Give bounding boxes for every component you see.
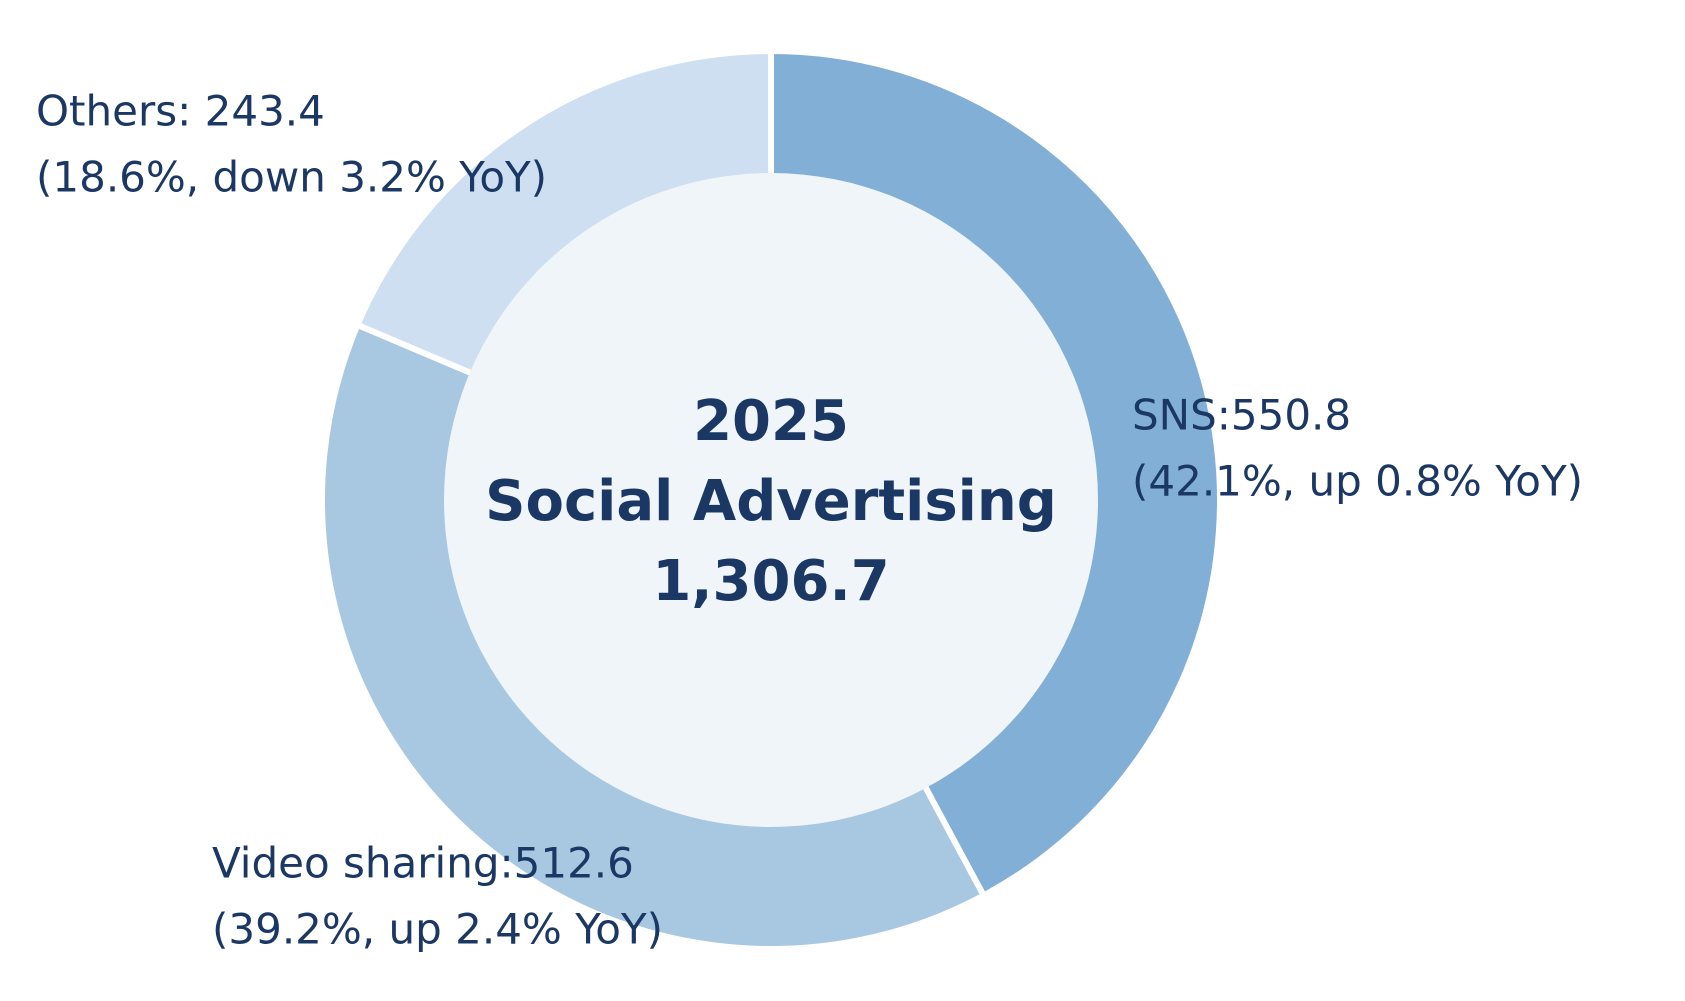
- center-disc: [444, 173, 1098, 827]
- slice-label: Video sharing:512.6: [212, 839, 634, 888]
- slice-note: (42.1%, up 0.8% YoY): [1132, 457, 1583, 506]
- slice-label: SNS:550.8: [1132, 391, 1351, 440]
- slice-note: (39.2%, up 2.4% YoY): [212, 905, 663, 954]
- slice-note: (18.6%, down 3.2% YoY): [36, 153, 547, 202]
- center-year: 2025: [693, 389, 849, 454]
- slice-label: Others: 243.4: [36, 87, 325, 136]
- center-total: 1,306.7: [652, 549, 889, 614]
- center-title: Social Advertising: [485, 469, 1057, 534]
